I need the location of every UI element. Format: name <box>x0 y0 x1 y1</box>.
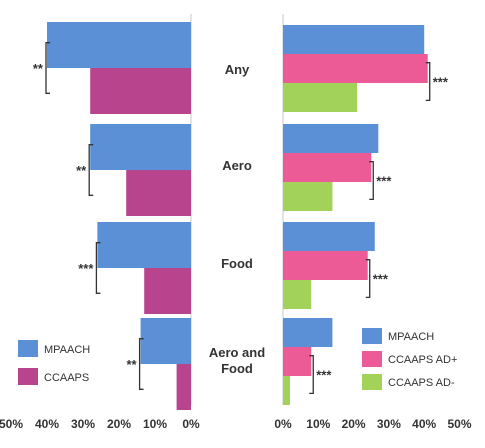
left-tick-label-3: 20% <box>107 417 131 431</box>
category-label-line: Food <box>221 361 253 376</box>
left-legend-label-1: CCAAPS <box>44 372 89 384</box>
right-bar-ccaaps-ad-plus-1 <box>283 153 372 182</box>
category-label-3: Aero and Food <box>209 345 265 376</box>
right-sig-bracket-2 <box>365 259 371 299</box>
right-sig-label-2: *** <box>373 272 389 287</box>
right-bar-ccaaps-ad-minus-3 <box>283 376 291 405</box>
left-bar-mpaach-0 <box>47 22 191 68</box>
left-tick-label-0: 50% <box>0 417 23 431</box>
right-legend-swatch-2 <box>362 374 382 390</box>
right-bar-ccaaps-ad-minus-1 <box>283 182 333 211</box>
right-legend-label-2: CCAAPS AD- <box>388 377 455 389</box>
right-bar-mpaach-1 <box>283 124 379 153</box>
right-sig-bracket-3 <box>309 355 314 395</box>
left-sig-label-1: ** <box>76 163 87 178</box>
left-tick-label-4: 10% <box>143 417 167 431</box>
right-sig-bracket-1 <box>369 161 374 201</box>
right-bar-ccaaps-ad-minus-0 <box>283 83 358 112</box>
right-tick-label-1: 10% <box>306 417 330 431</box>
right-bar-ccaaps-ad-minus-2 <box>283 280 312 309</box>
left-sig-bracket-1 <box>88 144 94 196</box>
left-bar-ccaaps-2 <box>144 268 191 314</box>
right-bar-ccaaps-ad-plus-2 <box>283 251 368 280</box>
left-bar-ccaaps-3 <box>176 364 191 410</box>
right-tick-label-5: 50% <box>447 417 471 431</box>
left-sig-label-2: *** <box>78 261 94 276</box>
left-legend-label-0: MPAACH <box>44 344 90 356</box>
left-bar-mpaach-3 <box>140 318 191 364</box>
left-sig-bracket-2 <box>95 242 101 294</box>
right-sig-bracket-0 <box>425 62 431 102</box>
category-label-line: Aero and <box>209 345 265 360</box>
right-sig-label-1: *** <box>376 174 392 189</box>
right-bar-mpaach-0 <box>283 25 425 54</box>
left-bar-ccaaps-0 <box>90 68 191 114</box>
left-bar-mpaach-2 <box>97 222 191 268</box>
right-legend-label-0: MPAACH <box>388 331 434 343</box>
left-legend-swatch-1 <box>18 368 38 385</box>
right-tick-label-2: 20% <box>342 417 366 431</box>
left-sig-bracket-0 <box>45 42 50 94</box>
right-tick-label-3: 30% <box>377 417 401 431</box>
right-legend-swatch-0 <box>362 328 382 344</box>
right-bar-ccaaps-ad-plus-0 <box>283 54 428 83</box>
category-label-2: Food <box>221 256 253 271</box>
category-label-0: Any <box>225 62 250 77</box>
category-label-1: Aero <box>222 158 252 173</box>
right-sig-label-0: *** <box>433 75 449 90</box>
left-tick-label-2: 30% <box>71 417 95 431</box>
right-bar-ccaaps-ad-plus-3 <box>283 347 312 376</box>
left-bar-ccaaps-1 <box>126 170 191 216</box>
left-sig-label-0: ** <box>33 61 44 76</box>
left-sig-bracket-3 <box>138 338 144 390</box>
left-tick-label-1: 40% <box>35 417 59 431</box>
right-tick-label-0: 0% <box>274 417 292 431</box>
right-legend-label-1: CCAAPS AD+ <box>388 354 457 366</box>
right-legend-swatch-1 <box>362 351 382 367</box>
right-tick-label-4: 40% <box>412 417 436 431</box>
right-sig-label-3: *** <box>316 368 332 383</box>
left-legend-swatch-0 <box>18 340 38 357</box>
right-bar-mpaach-3 <box>283 318 333 347</box>
left-bar-mpaach-1 <box>90 124 191 170</box>
right-bar-mpaach-2 <box>283 222 375 251</box>
left-tick-label-5: 0% <box>182 417 200 431</box>
left-sig-label-3: ** <box>126 357 137 372</box>
